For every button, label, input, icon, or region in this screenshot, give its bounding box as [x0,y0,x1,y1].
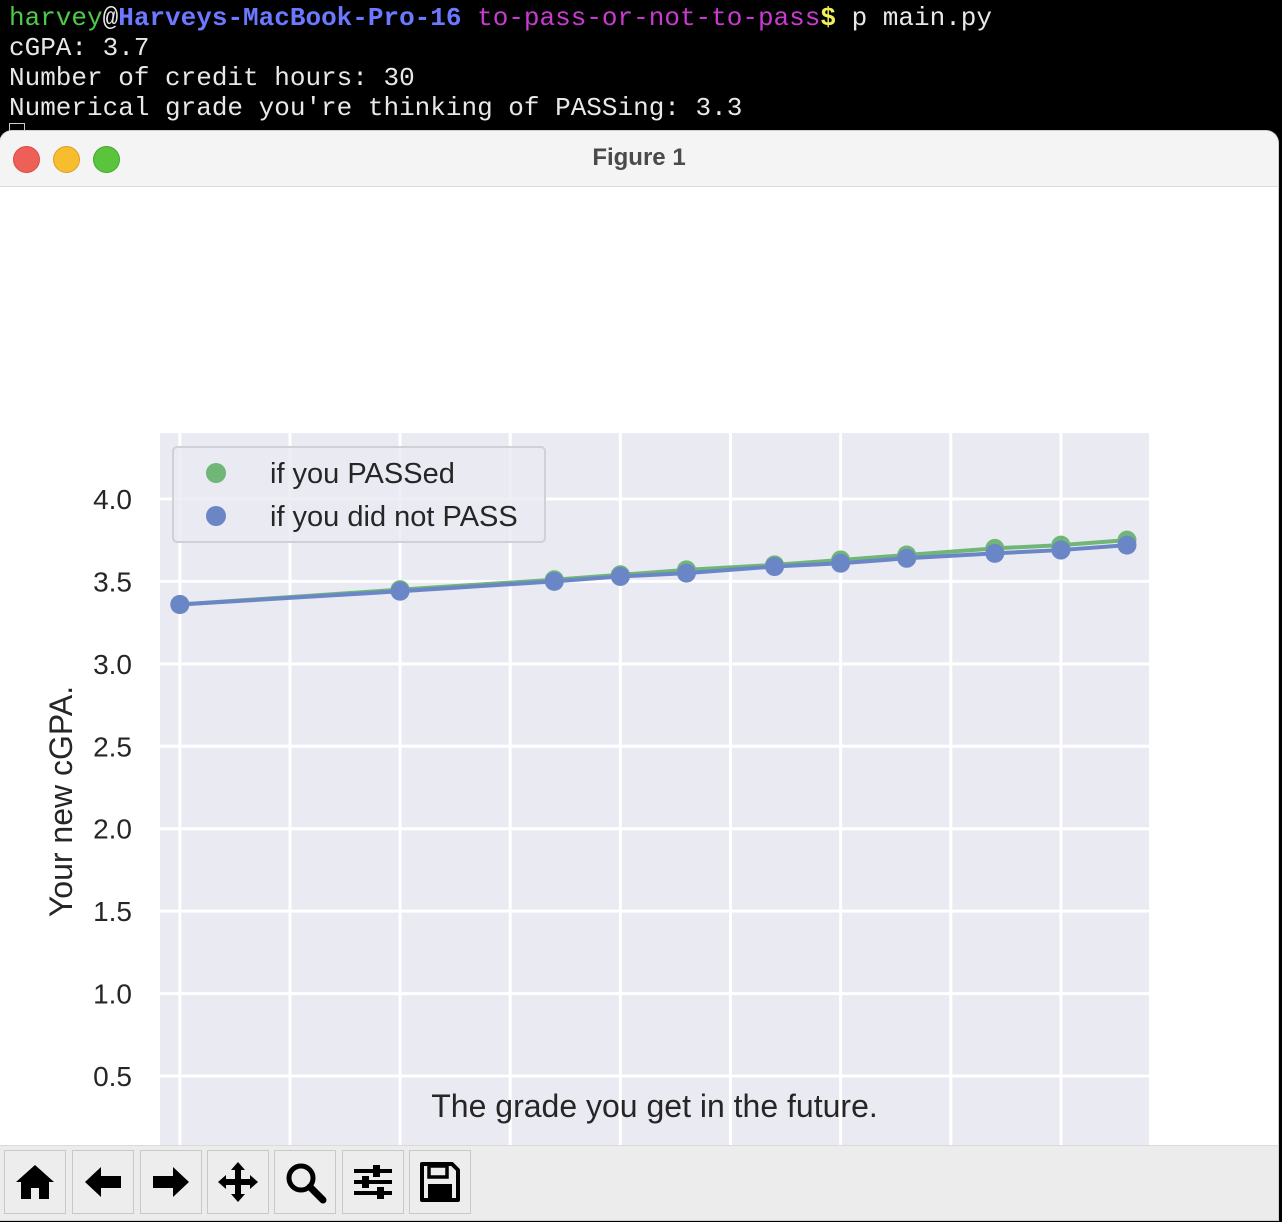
y-tick-label: 1.0 [93,979,132,1010]
zoom-magnifier-icon [286,1163,327,1204]
not-passed-point [1051,540,1071,560]
legend-box [172,446,546,543]
x-axis-label: The grade you get in the future. [431,1088,878,1124]
window-close-button[interactable] [13,146,40,173]
home-icon [16,1165,54,1199]
legend-label-passed: if you PASSed [270,458,455,490]
terminal-user: harvey [9,3,103,33]
not-passed-point [610,566,630,586]
not-passed-point [985,543,1005,563]
y-axis-label: Your new cGPA. [43,686,79,917]
not-passed-point [1117,535,1137,555]
zoom-button[interactable] [274,1150,336,1214]
save-button[interactable] [409,1150,471,1214]
legend-label-not-passed: if you did not PASS [270,501,518,533]
window-title: Figure 1 [592,144,686,171]
terminal-directory: to-pass-or-not-to-pass [477,3,821,33]
data-series [170,530,1137,614]
terminal: harvey@Harveys-MacBook-Pro-16 to-pass-or… [0,0,1282,147]
terminal-output-line: Numerical grade you're thinking of PASSi… [9,93,743,123]
pan-move-icon [218,1162,258,1202]
legend-marker-not-passed [206,506,226,526]
terminal-prompt-symbol: $ [820,3,836,33]
configure-subplots-button[interactable] [342,1150,404,1214]
y-tick-label: 0.5 [93,1061,132,1092]
y-tick-label: 0.0 [93,1143,132,1145]
window-maximize-button[interactable] [93,146,120,173]
forward-arrow-icon [153,1167,189,1197]
terminal-command: p main.py [835,3,993,33]
not-passed-point [897,548,917,568]
y-tick-label: 2.0 [93,814,132,845]
not-passed-point [831,553,851,573]
save-floppy-icon [420,1162,460,1202]
back-arrow-icon [85,1167,121,1197]
y-tick-label: 4.0 [93,484,132,515]
tick-labels: 0.00.51.01.52.02.53.03.54.00.00.51.01.52… [93,484,132,1145]
figure-window: Figure 1 0.00.51.01.52.02.53.03.54.00.00… [0,131,1278,1220]
not-passed-point [544,571,564,591]
not-passed-point [765,557,785,577]
window-titlebar[interactable]: Figure 1 [0,131,1278,187]
legend: if you PASSed if you did not PASS [172,446,546,543]
not-passed-point [676,563,696,583]
terminal-output-line: Number of credit hours: 30 [9,63,415,93]
plot-area [160,433,1149,1145]
window-minimize-button[interactable] [53,146,80,173]
terminal-prompt-line: harvey@Harveys-MacBook-Pro-16 to-pass-or… [9,3,992,33]
terminal-output-line: cGPA: 3.7 [9,33,150,63]
home-button[interactable] [4,1150,66,1214]
plot-canvas[interactable]: 0.00.51.01.52.02.53.03.54.00.00.51.01.52… [0,187,1278,1145]
y-tick-label: 1.5 [93,896,132,927]
forward-button[interactable] [140,1150,202,1214]
legend-marker-passed [206,463,226,483]
matplotlib-toolbar [0,1145,1278,1220]
not-passed-point [170,594,190,614]
y-tick-label: 3.0 [93,649,132,680]
y-tick-label: 3.5 [93,566,132,597]
terminal-at: @ [102,3,119,33]
configure-subplots-icon [354,1165,392,1199]
pan-button[interactable] [207,1150,269,1214]
y-tick-label: 2.5 [93,731,132,762]
back-button[interactable] [72,1150,134,1214]
not-passed-point [390,581,410,601]
terminal-host: Harveys-MacBook-Pro-16 [118,3,462,33]
